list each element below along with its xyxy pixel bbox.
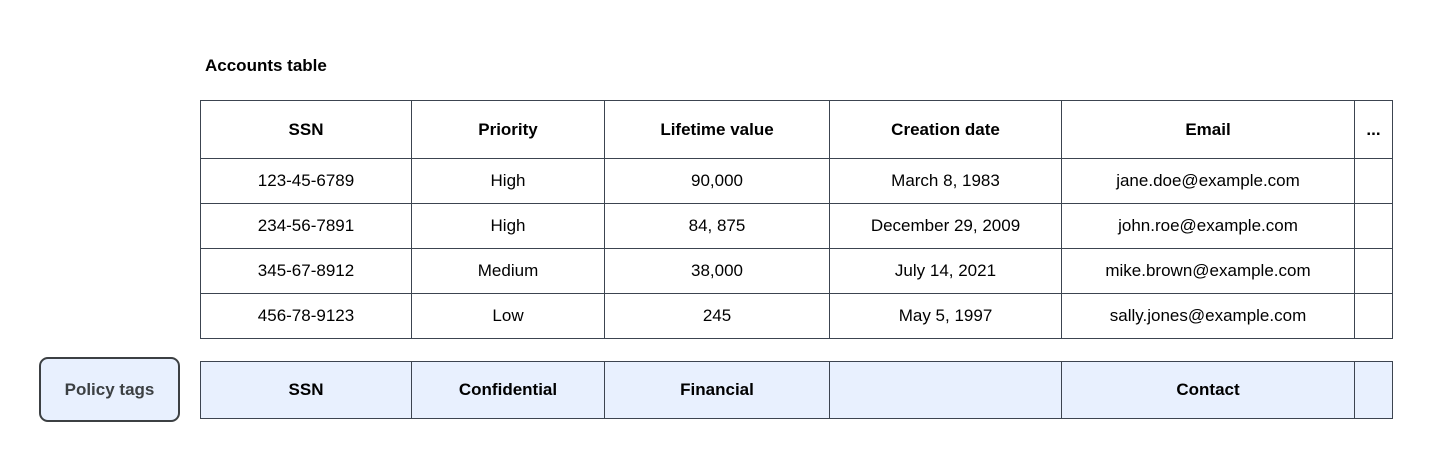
cell-email: mike.brown@example.com (1061, 248, 1355, 294)
cell-overflow (1354, 293, 1393, 339)
policy-tag-confidential: Confidential (411, 361, 605, 419)
cell-creation-date: July 14, 2021 (829, 248, 1062, 294)
accounts-table-title: Accounts table (205, 56, 327, 75)
cell-ssn: 234-56-7891 (200, 203, 412, 249)
policy-tag-empty (829, 361, 1062, 419)
cell-overflow (1354, 158, 1393, 204)
cell-ssn: 345-67-8912 (200, 248, 412, 294)
cell-ssn: 456-78-9123 (200, 293, 412, 339)
accounts-table: SSN Priority Lifetime value Creation dat… (200, 100, 1393, 339)
table-row: 345-67-8912 Medium 38,000 July 14, 2021 … (200, 248, 1393, 294)
policy-tags-row: SSN Confidential Financial Contact (200, 361, 1393, 419)
cell-creation-date: March 8, 1983 (829, 158, 1062, 204)
column-header-ssn: SSN (200, 100, 412, 159)
cell-email: john.roe@example.com (1061, 203, 1355, 249)
cell-creation-date: December 29, 2009 (829, 203, 1062, 249)
column-header-email: Email (1061, 100, 1355, 159)
column-header-overflow-ellipsis[interactable]: ... (1354, 100, 1393, 159)
cell-ssn: 123-45-6789 (200, 158, 412, 204)
table-row: 234-56-7891 High 84, 875 December 29, 20… (200, 203, 1393, 249)
policy-tags-button[interactable]: Policy tags (39, 357, 180, 422)
table-row: 456-78-9123 Low 245 May 5, 1997 sally.jo… (200, 293, 1393, 339)
policy-tags-button-label: Policy tags (64, 379, 155, 399)
cell-priority: Low (411, 293, 605, 339)
cell-email: jane.doe@example.com (1061, 158, 1355, 204)
policy-tag-contact: Contact (1061, 361, 1355, 419)
cell-priority: Medium (411, 248, 605, 294)
policy-tag-financial: Financial (604, 361, 830, 419)
policy-tag-empty-overflow (1354, 361, 1393, 419)
cell-priority: High (411, 203, 605, 249)
column-header-creation-date: Creation date (829, 100, 1062, 159)
cell-lifetime-value: 245 (604, 293, 830, 339)
cell-creation-date: May 5, 1997 (829, 293, 1062, 339)
column-header-priority: Priority (411, 100, 605, 159)
cell-email: sally.jones@example.com (1061, 293, 1355, 339)
cell-lifetime-value: 38,000 (604, 248, 830, 294)
cell-overflow (1354, 248, 1393, 294)
cell-priority: High (411, 158, 605, 204)
column-header-lifetime-value: Lifetime value (604, 100, 830, 159)
policy-tag-ssn: SSN (200, 361, 412, 419)
cell-overflow (1354, 203, 1393, 249)
cell-lifetime-value: 90,000 (604, 158, 830, 204)
accounts-header-row: SSN Priority Lifetime value Creation dat… (200, 100, 1393, 159)
cell-lifetime-value: 84, 875 (604, 203, 830, 249)
table-row: 123-45-6789 High 90,000 March 8, 1983 ja… (200, 158, 1393, 204)
policy-tags-cells: SSN Confidential Financial Contact (200, 361, 1393, 419)
